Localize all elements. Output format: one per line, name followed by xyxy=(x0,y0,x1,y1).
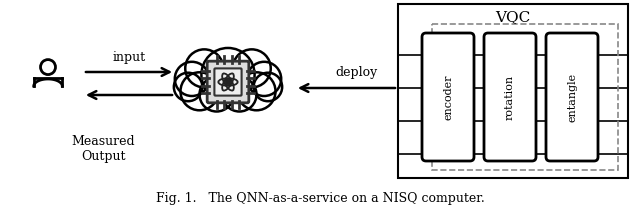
FancyBboxPatch shape xyxy=(207,61,249,103)
Circle shape xyxy=(202,48,255,101)
Text: rotation: rotation xyxy=(505,74,515,119)
Circle shape xyxy=(237,72,275,110)
Text: deploy: deploy xyxy=(335,66,378,79)
FancyBboxPatch shape xyxy=(422,33,474,161)
Circle shape xyxy=(174,73,202,101)
Text: input: input xyxy=(113,51,145,64)
Circle shape xyxy=(175,62,209,96)
Text: VQC: VQC xyxy=(495,10,531,24)
FancyBboxPatch shape xyxy=(484,33,536,161)
Circle shape xyxy=(222,77,257,111)
Circle shape xyxy=(225,79,231,85)
Circle shape xyxy=(200,77,234,111)
Circle shape xyxy=(247,62,281,96)
Circle shape xyxy=(253,73,282,101)
Bar xyxy=(432,24,618,170)
Text: entangle: entangle xyxy=(567,72,577,122)
Text: Fig. 1.   The QNN-as-a-service on a NISQ computer.: Fig. 1. The QNN-as-a-service on a NISQ c… xyxy=(156,192,484,205)
Circle shape xyxy=(185,49,223,87)
Circle shape xyxy=(180,72,218,110)
FancyBboxPatch shape xyxy=(214,68,242,96)
Text: encoder: encoder xyxy=(443,74,453,120)
Text: Measured
Output: Measured Output xyxy=(71,135,135,163)
Circle shape xyxy=(233,49,271,87)
FancyBboxPatch shape xyxy=(546,33,598,161)
Bar xyxy=(398,4,628,178)
